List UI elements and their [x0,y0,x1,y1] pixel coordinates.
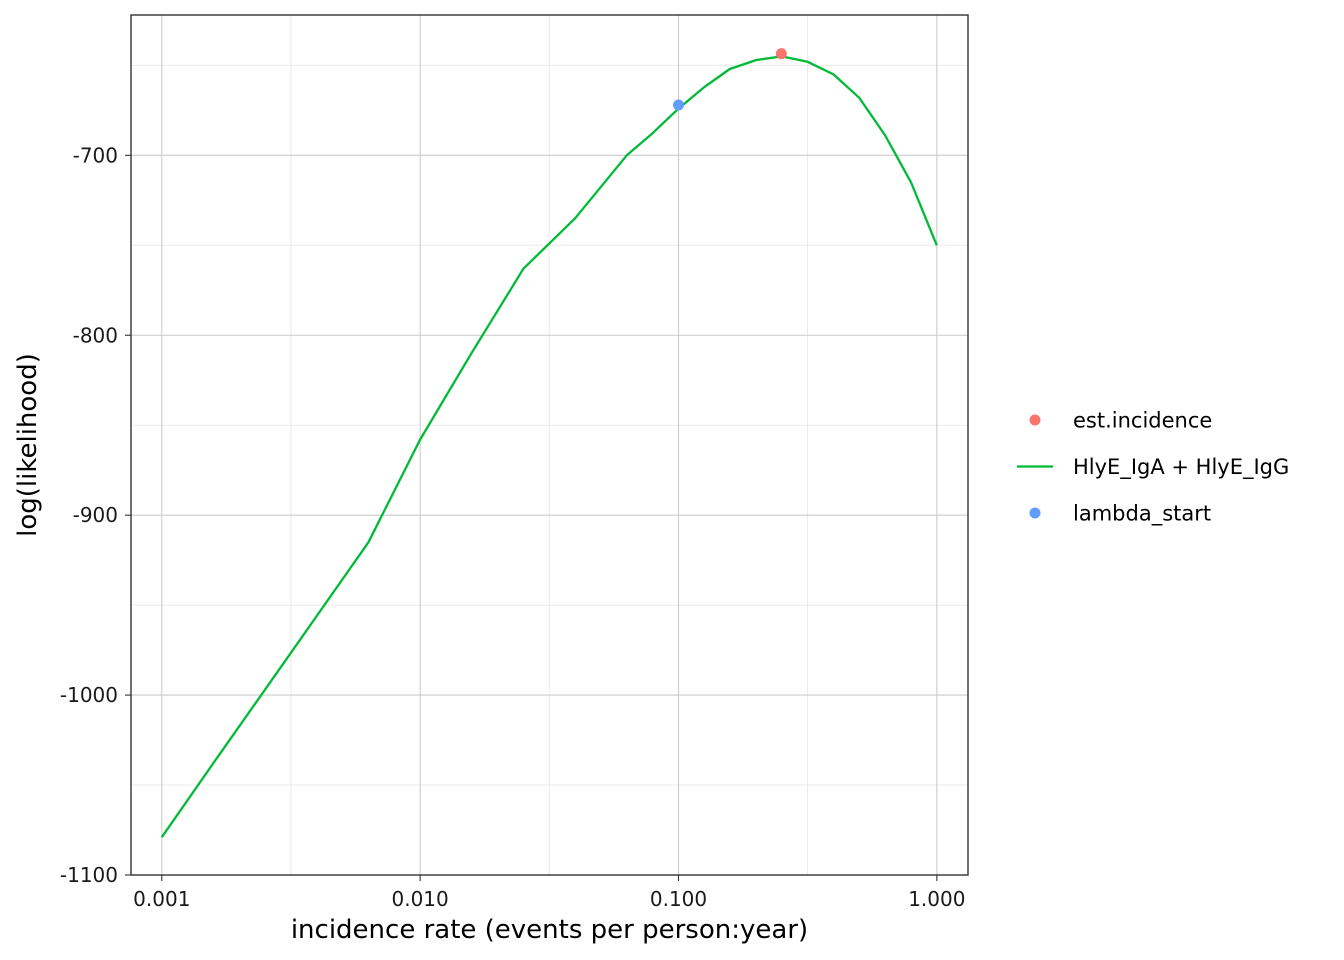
y-tick-label: -900 [73,503,118,527]
y-tick-label: -700 [73,143,118,167]
x-tick-label: 0.010 [392,887,449,911]
minor-grid [131,15,968,875]
legend-label: lambda_start [1073,502,1211,527]
x-tick-label: 1.000 [908,887,965,911]
y-tick-label: -1100 [60,863,118,887]
legend-label: est.incidence [1073,409,1212,433]
x-tick-label: 0.001 [133,887,190,911]
plot-border [130,14,969,876]
y-tick-label: -1000 [60,683,118,707]
y-axis-title: log(likelihood) [13,353,43,537]
y-axis: -1100 -1000 -900 -800 -700 [60,143,131,887]
x-axis-title: incidence rate (events per person:year) [291,915,808,945]
legend-label: HlyE_IgA + HlyE_IgG [1073,455,1289,480]
series-layer [160,48,938,838]
y-tick-label: -800 [73,323,118,347]
x-tick-label: 0.100 [650,887,707,911]
major-grid [131,15,968,876]
legend-key-point [1029,507,1041,519]
legend: est.incidence HlyE_IgA + HlyE_IgG lambda_s… [1017,409,1289,527]
series-line [160,55,938,838]
data-point [672,99,684,111]
x-axis: 0.001 0.010 0.100 1.000 [133,875,965,911]
data-point [775,48,787,60]
legend-key-point [1029,414,1041,426]
